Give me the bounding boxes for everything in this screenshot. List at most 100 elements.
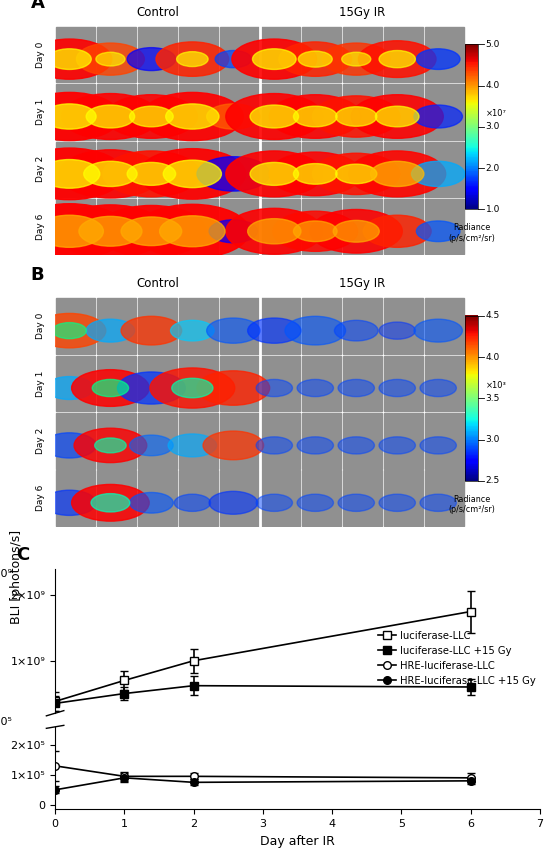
Bar — [465, 475, 478, 476]
Bar — [465, 361, 478, 362]
Bar — [302, 199, 341, 255]
Bar — [465, 420, 478, 422]
Bar — [465, 199, 478, 201]
Bar — [465, 139, 478, 141]
Bar — [465, 95, 478, 96]
Bar — [465, 117, 478, 118]
Bar — [465, 78, 478, 80]
Bar — [465, 196, 478, 197]
Bar — [465, 67, 478, 68]
Bar — [465, 175, 478, 176]
Bar — [220, 199, 259, 255]
Circle shape — [247, 318, 301, 344]
Bar — [465, 326, 478, 327]
Bar — [465, 435, 478, 436]
Bar — [465, 354, 478, 355]
Bar — [465, 365, 478, 366]
Bar — [465, 375, 478, 376]
Bar — [465, 126, 478, 127]
Bar — [465, 59, 478, 61]
Bar — [465, 108, 478, 109]
Text: Day 0: Day 0 — [36, 41, 45, 68]
Bar — [465, 182, 478, 183]
Bar — [425, 199, 464, 255]
Bar — [465, 57, 478, 59]
Circle shape — [279, 42, 352, 77]
Bar — [465, 121, 478, 122]
Bar — [465, 417, 478, 418]
Bar — [465, 351, 478, 352]
Bar — [465, 335, 478, 337]
Bar — [465, 124, 478, 125]
Bar — [465, 317, 478, 319]
Bar — [465, 396, 478, 398]
Bar — [465, 146, 478, 147]
Bar — [220, 356, 259, 412]
Bar — [465, 479, 478, 480]
Bar — [261, 199, 300, 255]
Circle shape — [412, 161, 465, 187]
Text: C: C — [17, 546, 30, 564]
Circle shape — [117, 372, 185, 404]
Bar — [465, 136, 478, 137]
Bar — [384, 413, 423, 468]
Bar — [261, 27, 300, 83]
Text: 4.0: 4.0 — [485, 352, 500, 362]
Bar — [465, 342, 478, 343]
Bar — [97, 141, 136, 197]
Text: Control: Control — [136, 277, 179, 290]
Bar — [465, 451, 478, 452]
Bar — [465, 427, 478, 428]
Bar — [465, 372, 478, 373]
Bar — [465, 69, 478, 70]
Text: 4.5: 4.5 — [485, 311, 500, 320]
Circle shape — [62, 94, 159, 139]
Bar — [465, 474, 478, 475]
Circle shape — [379, 380, 415, 397]
Circle shape — [294, 164, 337, 184]
Bar — [465, 345, 478, 346]
Bar — [465, 350, 478, 351]
Bar — [465, 195, 478, 196]
Bar — [465, 144, 478, 145]
Circle shape — [269, 152, 361, 195]
Circle shape — [256, 380, 293, 397]
Bar — [465, 185, 478, 186]
Bar — [465, 443, 478, 444]
Bar — [465, 386, 478, 387]
Circle shape — [417, 221, 460, 242]
Bar — [465, 330, 478, 331]
Bar — [465, 400, 478, 401]
Circle shape — [333, 220, 379, 242]
Bar — [465, 352, 478, 353]
Circle shape — [349, 151, 446, 197]
Bar — [465, 398, 478, 400]
Bar — [465, 338, 478, 340]
Circle shape — [33, 313, 106, 348]
Bar — [302, 413, 341, 468]
Bar — [465, 445, 478, 446]
Bar — [465, 191, 478, 192]
Bar — [220, 298, 259, 354]
Bar — [465, 399, 478, 400]
Bar — [465, 392, 478, 393]
Bar — [465, 198, 478, 199]
Bar — [465, 133, 478, 134]
Bar — [465, 154, 478, 155]
Circle shape — [197, 371, 269, 406]
Bar — [465, 109, 478, 110]
Bar — [465, 409, 478, 410]
Circle shape — [15, 148, 124, 200]
Bar — [465, 115, 478, 116]
Circle shape — [43, 104, 96, 129]
Legend: luciferase-LLC, luciferase-LLC +15 Gy, HRE-luciferase-LLC, HRE-luciferase-LLC +1: luciferase-LLC, luciferase-LLC +15 Gy, H… — [374, 627, 540, 690]
Circle shape — [203, 431, 263, 460]
Circle shape — [342, 53, 371, 66]
Bar — [465, 376, 478, 378]
Circle shape — [312, 153, 400, 195]
Bar — [465, 416, 478, 417]
Bar — [465, 320, 478, 321]
Bar — [465, 151, 478, 152]
Bar — [465, 400, 478, 401]
Bar — [465, 91, 478, 92]
